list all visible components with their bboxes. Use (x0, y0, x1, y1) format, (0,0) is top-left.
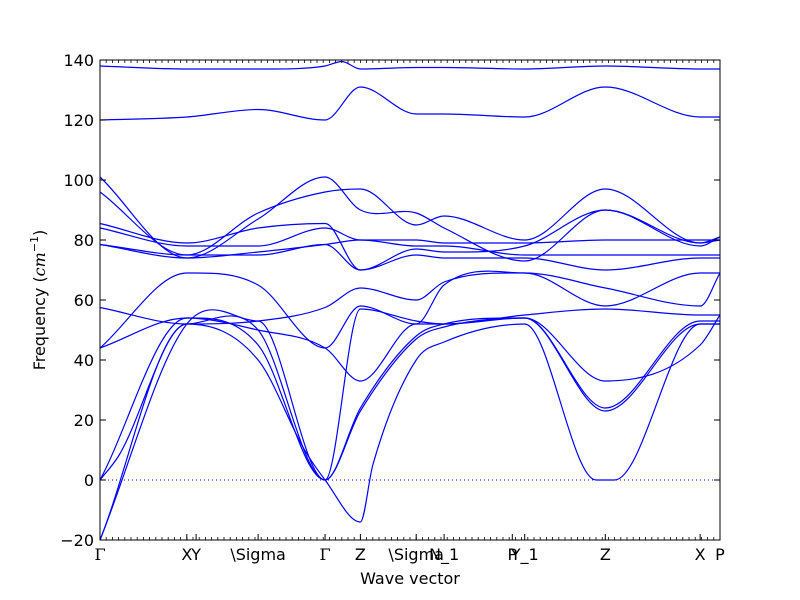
band-line-10 (99, 227, 720, 247)
x-tick-label: X (695, 545, 706, 564)
y-axis-label-unit: cm (30, 252, 49, 276)
x-tick-label: Z (355, 545, 366, 564)
band-line-12 (99, 188, 721, 256)
x-tick-label: \Sigma (388, 545, 444, 564)
y-axis-label-exponent: −1 (28, 236, 41, 252)
y-tick-label: 60 (74, 291, 94, 310)
band-line-6 (99, 272, 721, 325)
y-tick-label: 140 (63, 51, 94, 70)
x-tick-label: P (507, 545, 517, 564)
y-tick-label: 0 (84, 471, 94, 490)
band-line-9 (99, 239, 720, 259)
band-line-2 (99, 309, 720, 541)
x-tick-label: X (181, 545, 192, 564)
band-line-13 (99, 176, 721, 262)
x-tick-label: Z (600, 545, 611, 564)
x-tick-label: \Sigma (230, 545, 286, 564)
x-axis-label: Wave vector (360, 569, 460, 588)
x-tick-label: P (715, 545, 725, 564)
series-group (99, 60, 721, 541)
y-tick-label: 80 (74, 231, 94, 250)
x-tick-label: Y (190, 545, 201, 564)
y-axis-label-text: Frequency ( (30, 276, 49, 370)
y-tick-label: 100 (63, 171, 94, 190)
y-tick-label: 20 (74, 411, 94, 430)
x-tick-label: N_1 (429, 545, 459, 565)
plot-frame (99, 59, 721, 541)
y-tick-label: −20 (60, 531, 94, 550)
band-line-3 (99, 323, 720, 523)
band-line-14 (99, 86, 720, 121)
x-tick-label: Γ (320, 545, 331, 564)
band-line-4 (99, 308, 720, 481)
y-tick-label: 120 (63, 111, 94, 130)
band-line-7 (99, 270, 720, 349)
y-axis-label: Frequency (cm−1) (28, 230, 49, 371)
x-tick-label: Y_1 (510, 545, 539, 565)
y-tick-label: 40 (74, 351, 94, 370)
band-line-15 (99, 60, 720, 70)
y-axis-label-close: ) (30, 230, 49, 236)
x-tick-label: Γ (94, 545, 105, 564)
